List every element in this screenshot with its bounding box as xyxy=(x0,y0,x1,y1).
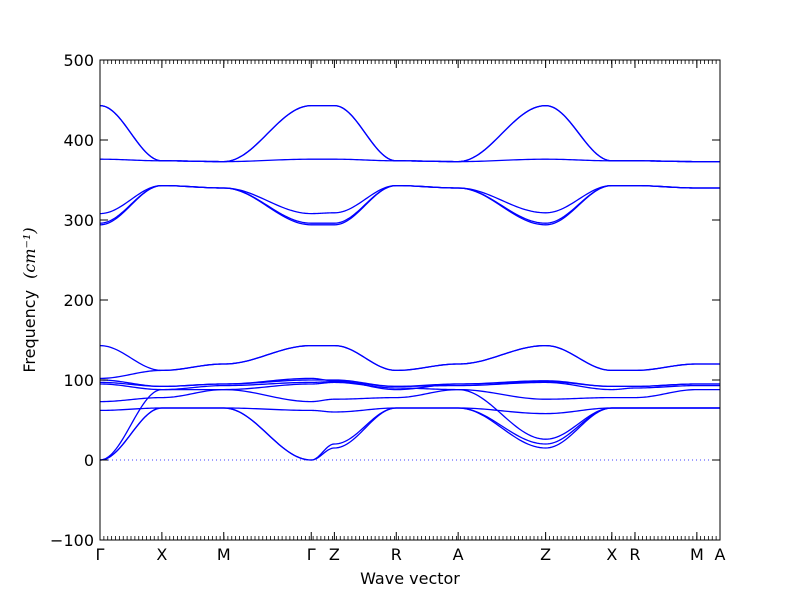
band-line-12 xyxy=(99,184,720,224)
x-tick-label: R xyxy=(391,545,402,564)
y-tick-label: 500 xyxy=(63,51,94,70)
x-tick-label: A xyxy=(453,545,464,564)
band-line-9 xyxy=(99,344,720,380)
band-line-15 xyxy=(99,104,720,163)
x-axis-label: Wave vector xyxy=(360,569,460,588)
y-tick-label: −100 xyxy=(50,531,94,550)
minor-ticks xyxy=(99,60,721,540)
bands-layer xyxy=(99,104,720,461)
band-line-3 xyxy=(99,388,720,461)
x-tick-label: A xyxy=(715,545,726,564)
x-tick-label: X xyxy=(606,545,617,564)
band-line-4 xyxy=(99,407,720,415)
band-line-16 xyxy=(99,104,720,163)
x-tick-label: Γ xyxy=(96,545,105,564)
x-tick-label: M xyxy=(217,545,231,564)
band-line-13 xyxy=(99,184,720,215)
y-axis-label-unit: (cm⁻¹) xyxy=(20,227,39,278)
y-axis-label: Frequency (cm⁻¹) xyxy=(20,227,39,372)
x-tick-label: M xyxy=(690,545,704,564)
band-line-1 xyxy=(99,407,720,461)
plot-frame xyxy=(99,59,721,541)
x-tick-label: Γ xyxy=(307,545,316,564)
band-line-10 xyxy=(99,344,720,372)
y-axis-label-text: Frequency xyxy=(20,290,39,373)
y-tick-label: 100 xyxy=(63,371,94,390)
x-tick-label: X xyxy=(156,545,167,564)
band-line-5 xyxy=(99,381,720,403)
x-tick-label: Z xyxy=(329,545,340,564)
band-line-2 xyxy=(99,407,720,461)
y-axis: −100 0 100 200 300 400 500 xyxy=(50,51,720,550)
x-tick-label: Z xyxy=(540,545,551,564)
band-line-8 xyxy=(99,377,720,391)
y-tick-label: 0 xyxy=(84,451,94,470)
y-tick-label: 400 xyxy=(63,131,94,150)
y-tick-label: 300 xyxy=(63,211,94,230)
band-line-6 xyxy=(99,380,720,391)
y-tick-label: 200 xyxy=(63,291,94,310)
x-tick-label: R xyxy=(629,545,640,564)
band-line-11 xyxy=(99,184,720,226)
